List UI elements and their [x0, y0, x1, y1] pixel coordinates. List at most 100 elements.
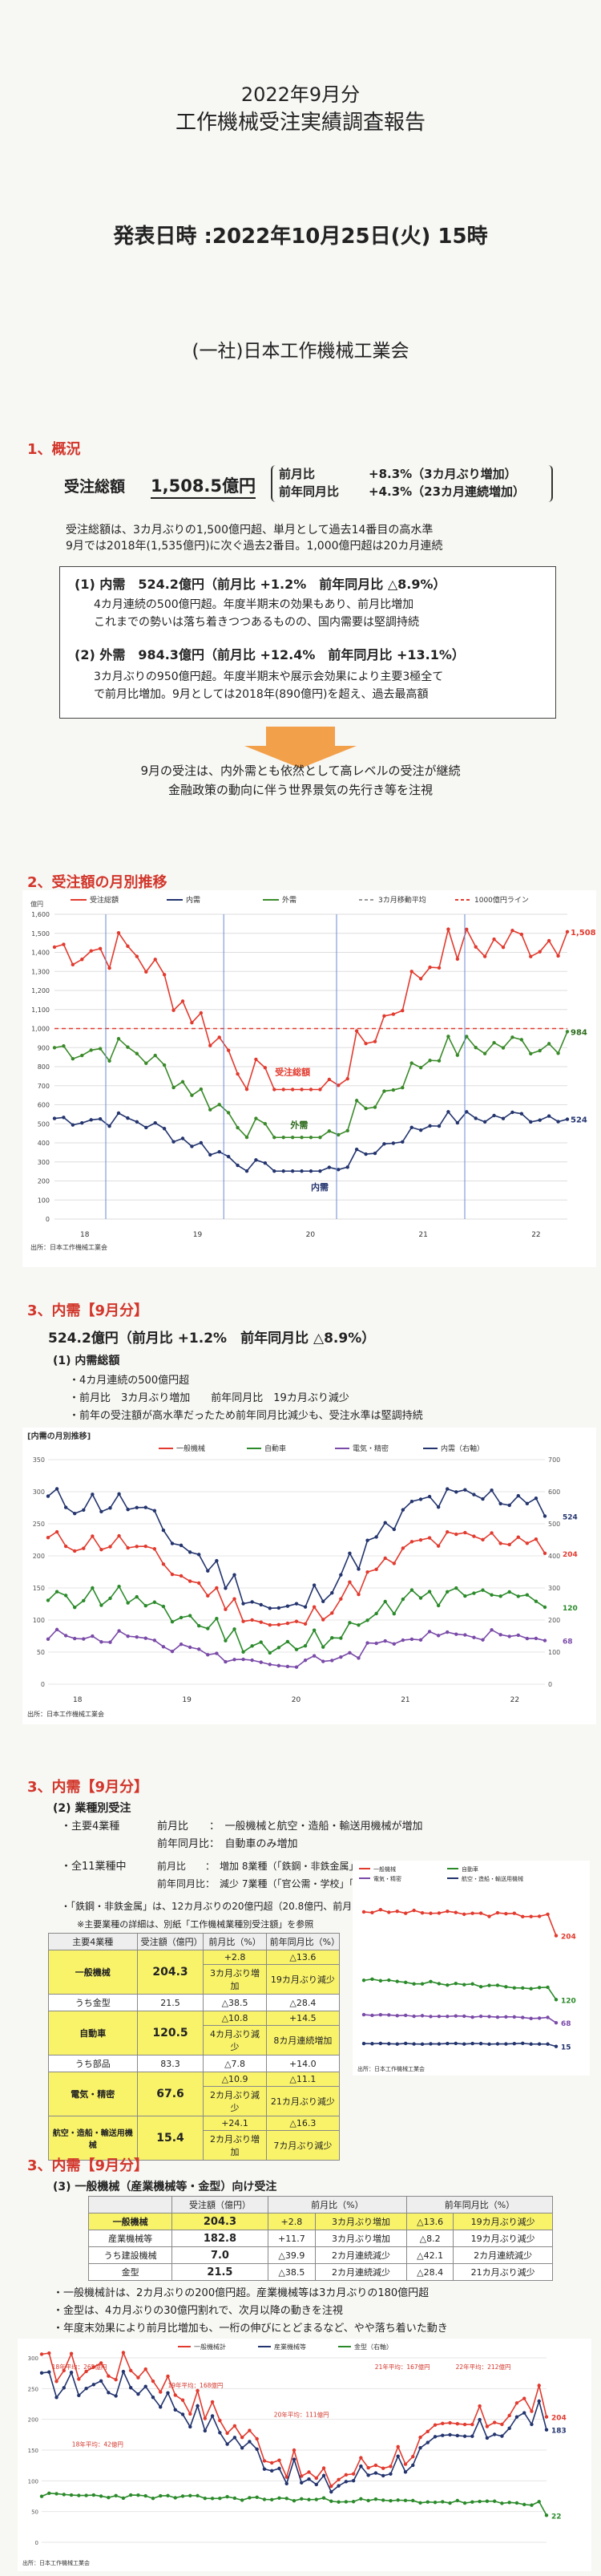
- domestic-point: [135, 1505, 139, 1510]
- year-label: 18: [80, 1231, 90, 1239]
- general-point: [314, 2476, 318, 2481]
- auto-point: [401, 1597, 405, 1602]
- domestic-item: (1) 内需総額: [53, 1355, 120, 1367]
- r2-amt: 182.8: [171, 2230, 268, 2247]
- domestic-point: [482, 1120, 487, 1124]
- general-point: [180, 2398, 185, 2402]
- general-point: [378, 1907, 383, 1912]
- die-point: [337, 2500, 341, 2504]
- general-point: [420, 1911, 425, 1915]
- gm-bullet-3: ・年度末効果により前月比増加も、一桁の伸びにとどまるなど、やや落ち着いた動き: [53, 2323, 448, 2335]
- electric-point: [46, 1637, 50, 1642]
- total-point: [71, 962, 75, 967]
- auto-point: [462, 1983, 466, 1987]
- die-point: [136, 2493, 140, 2497]
- domestic-point: [418, 1128, 423, 1132]
- domestic-point: [294, 1602, 299, 1606]
- electric-point: [454, 2014, 458, 2018]
- row-general-yoy: △13.6: [265, 1950, 341, 1965]
- domestic-point: [126, 1116, 130, 1120]
- row-elec-yoy: △11.1: [265, 2072, 341, 2087]
- electric-point: [197, 1647, 201, 1651]
- general-point: [259, 1620, 263, 1624]
- export-point: [208, 1108, 212, 1112]
- domestic-point: [339, 1573, 343, 1577]
- r4-name: 金型: [87, 2263, 173, 2281]
- die-point: [300, 2497, 304, 2501]
- general-point: [512, 1911, 517, 1915]
- electric-point: [490, 1628, 494, 1632]
- auto-point: [197, 1623, 201, 1628]
- label-domestic: 内需: [311, 1181, 329, 1193]
- electric-point: [276, 1663, 281, 1668]
- domestic-point: [374, 1535, 378, 1539]
- export-point: [446, 1035, 450, 1039]
- desc-line-1: 受注総額は、3カ月ぶりの1,500億円超、単月として過去14番目の高水準: [66, 524, 434, 537]
- auto-point: [250, 1644, 254, 1648]
- industrial-point: [329, 2489, 333, 2494]
- general-point: [218, 2418, 222, 2423]
- y-tick-right: 400: [548, 1553, 560, 1560]
- auto-point: [143, 1604, 147, 1608]
- electric-point: [224, 1659, 228, 1664]
- total-point: [428, 965, 432, 970]
- general-point: [136, 2376, 140, 2380]
- general-point: [492, 2420, 497, 2424]
- export-point: [382, 1089, 386, 1093]
- general-point: [348, 1580, 352, 1584]
- general-point: [470, 1911, 474, 1915]
- die-point: [277, 2496, 281, 2501]
- general-point: [462, 1912, 466, 1917]
- y-tick: 100: [38, 1197, 50, 1204]
- r2-mom: +11.7: [267, 2230, 317, 2247]
- industrial-point: [284, 2481, 288, 2485]
- domestic-point: [409, 1125, 413, 1129]
- domestic-point: [498, 1501, 502, 1506]
- general-point: [188, 1579, 192, 1583]
- electric-point: [161, 1645, 166, 1649]
- year-label: 22: [531, 1231, 540, 1239]
- industrial-point: [492, 2432, 497, 2436]
- r3-name: うち建設機械: [87, 2246, 173, 2264]
- electric-point: [312, 1654, 317, 1658]
- die-point: [359, 2497, 363, 2501]
- auto-point: [395, 1979, 399, 1983]
- general-point: [114, 2378, 118, 2382]
- domestic-point: [529, 1120, 533, 1124]
- general-point: [210, 2400, 215, 2404]
- chart-title: [内需の月別推移]: [27, 1431, 91, 1441]
- export-point: [501, 1046, 506, 1050]
- general-point: [392, 1561, 396, 1565]
- domestic-point: [171, 1140, 175, 1144]
- die-point: [389, 2498, 393, 2503]
- organization: (一社)日本工作機械工業会: [192, 341, 409, 362]
- summary-line-1: 9月の受注は、内外需とも依然として高レベルの受注が継続: [140, 763, 461, 778]
- export-point: [418, 1066, 423, 1070]
- export-point: [364, 1106, 368, 1111]
- row-auto-amt: 120.5: [136, 2011, 204, 2056]
- electric-point: [472, 1635, 476, 1639]
- row-aero-yoy: △16.3: [265, 2116, 341, 2131]
- total-point: [98, 946, 103, 950]
- general-point: [248, 2428, 252, 2432]
- y-tick: 200: [28, 2417, 38, 2424]
- electric-point: [179, 1642, 184, 1646]
- general-point: [485, 2424, 490, 2428]
- export-point: [465, 1035, 469, 1039]
- row-general-yoy-note: 19カ月ぶり減少: [265, 1964, 341, 1995]
- general-point: [359, 2456, 363, 2460]
- general-point: [530, 2409, 534, 2413]
- general-point: [151, 2379, 155, 2384]
- export-point: [52, 1046, 57, 1050]
- domestic-point: [436, 1505, 441, 1509]
- auto-point: [170, 1619, 175, 1624]
- domestic-point: [474, 1116, 478, 1120]
- total-point: [455, 957, 460, 961]
- industrial-point: [500, 2434, 504, 2438]
- th-amount: 受注額（億円）: [136, 1933, 204, 1950]
- industrial-point: [455, 2433, 460, 2438]
- die-point: [188, 2493, 192, 2498]
- general-point: [161, 1562, 166, 1566]
- die-point: [255, 2495, 259, 2500]
- total-point: [135, 954, 139, 958]
